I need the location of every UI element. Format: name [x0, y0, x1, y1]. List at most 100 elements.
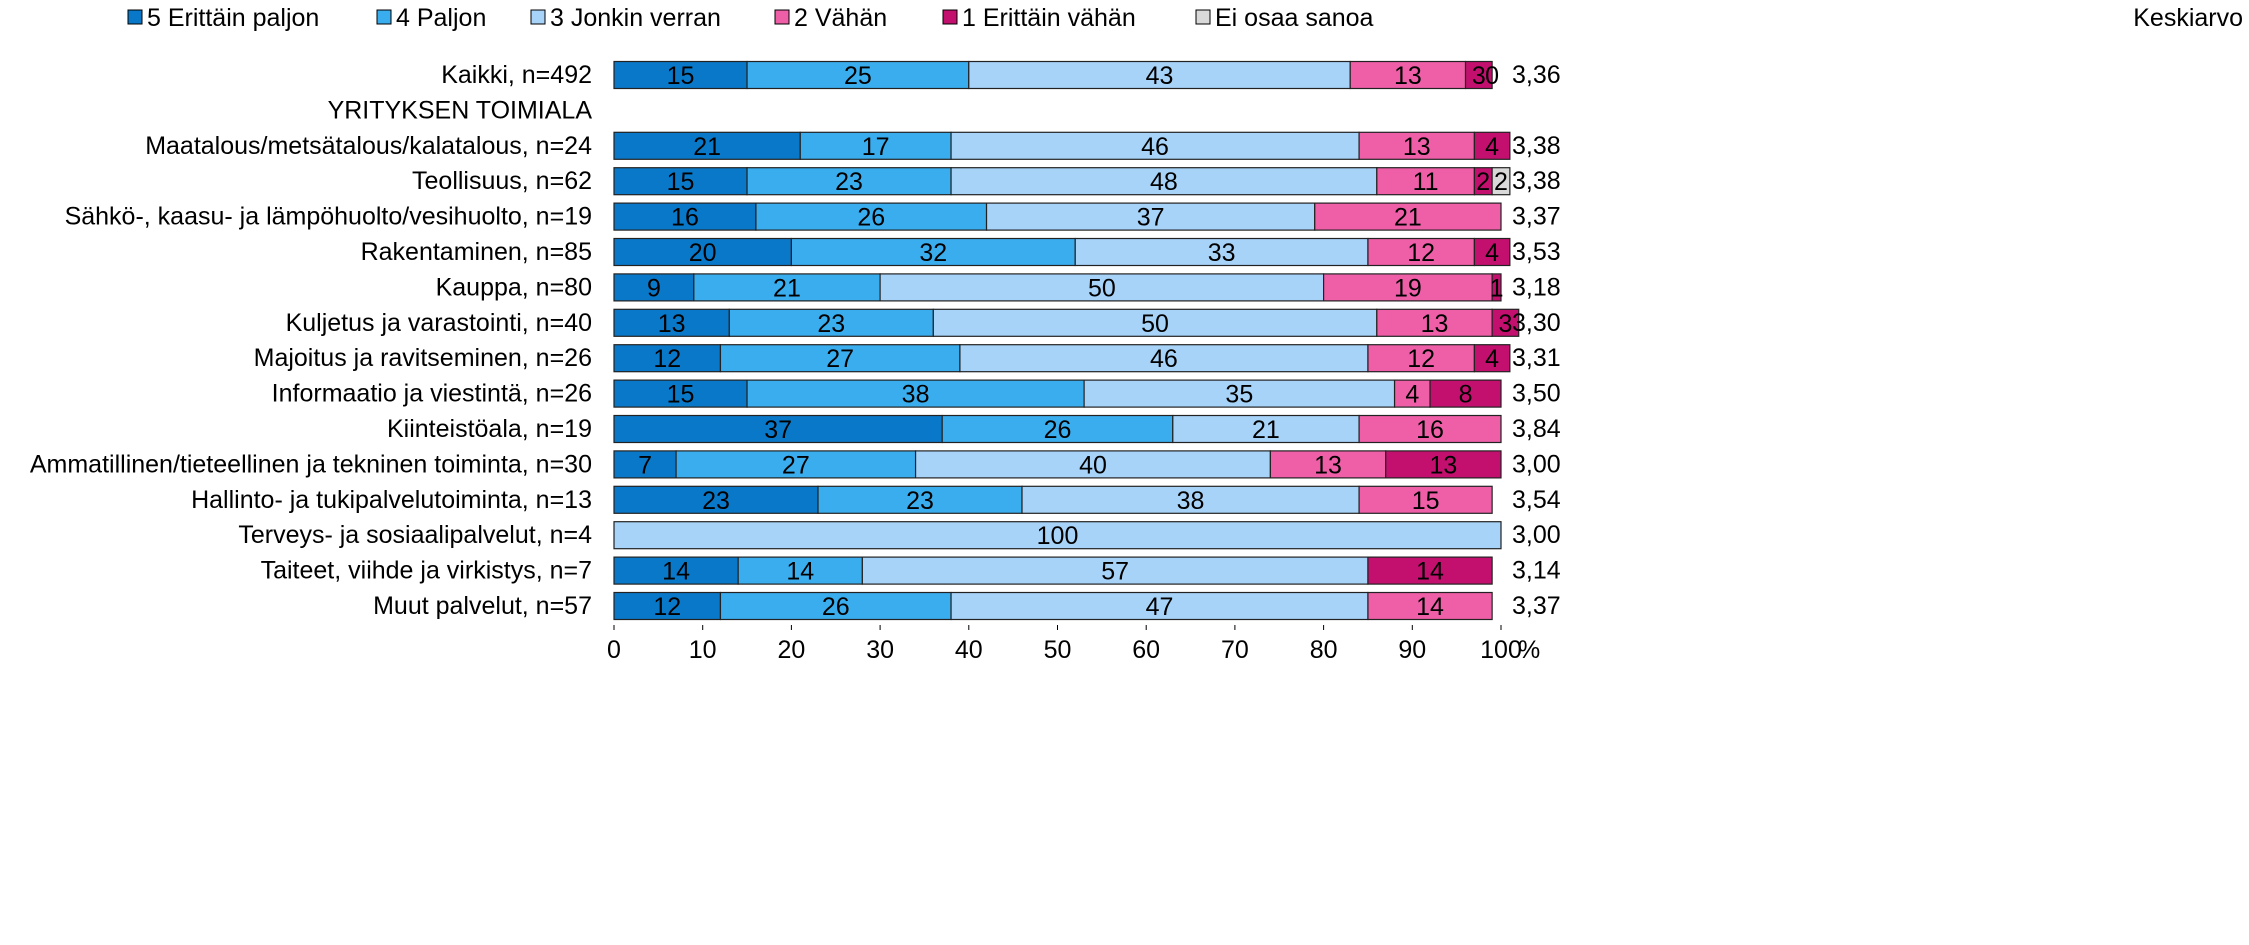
- bar-segment: [613, 521, 1502, 550]
- legend-label: 2 Vähän: [794, 4, 887, 32]
- bar-segment: [1367, 591, 1493, 621]
- bar-value-label: 20: [689, 239, 717, 267]
- average-label: 3,30: [1512, 309, 1561, 337]
- bar-value-label: 21: [1252, 416, 1280, 444]
- bar-segment: [613, 450, 677, 479]
- bar-value-label: 12: [1407, 239, 1435, 267]
- bar-value-label: 13: [658, 310, 686, 338]
- category-label: Kauppa, n=80: [436, 273, 592, 301]
- bar-segment: [746, 60, 970, 90]
- bar-segment: [613, 414, 943, 444]
- average-label: 3,18: [1512, 273, 1561, 301]
- average-label: 3,00: [1512, 521, 1561, 549]
- bar-value-label: 33: [1208, 239, 1236, 267]
- bar-value-label: 25: [844, 62, 872, 90]
- bar-segment: [613, 344, 722, 373]
- bar-value-label: 13: [1403, 133, 1431, 161]
- bar-segment: [1358, 414, 1502, 444]
- bar-segment: [1491, 308, 1520, 337]
- bar-value-label: 7: [638, 451, 652, 479]
- bar-value-label: 21: [693, 133, 721, 161]
- category-label: Sähkö-, kaasu- ja lämpöhuolto/vesihuolto…: [65, 203, 592, 231]
- bar-value-label: 37: [764, 416, 792, 444]
- bar-value-label: 15: [667, 62, 695, 90]
- bar-value-label: 46: [1141, 133, 1169, 161]
- bar-value-label: 23: [817, 310, 845, 338]
- bar-segment: [613, 308, 730, 337]
- bar-value-label: 3: [1498, 310, 1512, 338]
- bar-segment: [1473, 131, 1511, 160]
- bar-value-label: 50: [1141, 310, 1169, 338]
- x-tick-label: 90: [1398, 636, 1426, 664]
- category-label: Kuljetus ja varastointi, n=40: [286, 309, 592, 337]
- bar-value-label: 16: [671, 204, 699, 232]
- category-label: Informaatio ja viestintä, n=26: [272, 380, 592, 408]
- bar-value-label: 23: [702, 487, 730, 515]
- bar-value-label: 8: [1459, 381, 1473, 409]
- bar-value-label: 26: [822, 593, 850, 621]
- x-tick-label: 30: [866, 636, 894, 664]
- average-label: 3,14: [1512, 557, 1561, 585]
- bar-value-label: 23: [835, 168, 863, 196]
- bar-segment: [1172, 414, 1360, 444]
- bar-value-label: 15: [667, 168, 695, 196]
- legend-label: 5 Erittäin paljon: [147, 4, 319, 32]
- bar-segment: [1473, 237, 1511, 267]
- average-label: 3,36: [1512, 61, 1561, 89]
- bar-value-label: 13: [1314, 451, 1342, 479]
- bar-value-label: 48: [1150, 168, 1178, 196]
- bar-value-label: 14: [662, 558, 690, 586]
- bar-segment: [746, 379, 1085, 408]
- x-tick-label: 10: [689, 636, 717, 664]
- x-axis-label: %: [1518, 636, 1540, 664]
- category-label: Majoitus ja ravitseminen, n=26: [254, 344, 592, 372]
- bar-value-label: 15: [667, 381, 695, 409]
- category-label: Hallinto- ja tukipalvelutoiminta, n=13: [191, 486, 592, 514]
- bar-value-label: 1: [1490, 274, 1504, 302]
- bar-value-label: 100: [1037, 522, 1079, 550]
- bar-value-label: 26: [857, 204, 885, 232]
- bar-value-label: 14: [1416, 593, 1444, 621]
- category-label: Ammatillinen/tieteellinen ja tekninen to…: [30, 450, 592, 478]
- bar-value-label: 38: [902, 381, 930, 409]
- x-tick-label: 70: [1221, 636, 1249, 664]
- bar-segment: [932, 308, 1378, 337]
- bar-segment: [613, 60, 748, 90]
- bar-segment: [719, 344, 961, 373]
- average-label: 3,50: [1512, 380, 1561, 408]
- bar-value-label: 9: [647, 274, 661, 302]
- category-label: Muut palvelut, n=57: [373, 592, 592, 620]
- average-label: 3,37: [1512, 203, 1561, 231]
- legend-swatch: [376, 9, 392, 25]
- bar-value-label: 27: [782, 451, 810, 479]
- category-label: Rakentaminen, n=85: [361, 238, 592, 266]
- bar-value-label: 4: [1485, 239, 1499, 267]
- bar-segment: [1376, 308, 1493, 337]
- bar-value-label: 46: [1150, 345, 1178, 373]
- bar-segment: [613, 273, 695, 302]
- bar-segment: [950, 167, 1378, 196]
- bar-value-label: 50: [1088, 274, 1116, 302]
- bar-value-label: 43: [1146, 62, 1174, 90]
- bar-segment: [719, 591, 952, 621]
- average-header: Keskiarvo: [2133, 4, 2243, 32]
- bar-value-label: 3: [1472, 62, 1486, 90]
- bar-segment: [1429, 379, 1502, 408]
- bar-segment: [914, 450, 1271, 479]
- average-label: 3,38: [1512, 132, 1561, 160]
- bar-value-label: 14: [786, 558, 814, 586]
- bar-value-label: 40: [1079, 451, 1107, 479]
- bar-value-label: 17: [862, 133, 890, 161]
- bar-segment: [1376, 167, 1475, 196]
- average-label: 3,84: [1512, 415, 1561, 443]
- x-tick-label: 40: [955, 636, 983, 664]
- bar-value-label: 4: [1485, 345, 1499, 373]
- bar-segment: [1491, 273, 1502, 302]
- bar-segment: [613, 131, 801, 160]
- bar-segment: [950, 131, 1360, 160]
- bar-value-label: 12: [653, 345, 681, 373]
- bar-segment: [737, 556, 863, 585]
- bar-segment: [879, 273, 1325, 302]
- bar-value-label: 11: [1413, 168, 1439, 196]
- bar-value-label: 4: [1485, 133, 1499, 161]
